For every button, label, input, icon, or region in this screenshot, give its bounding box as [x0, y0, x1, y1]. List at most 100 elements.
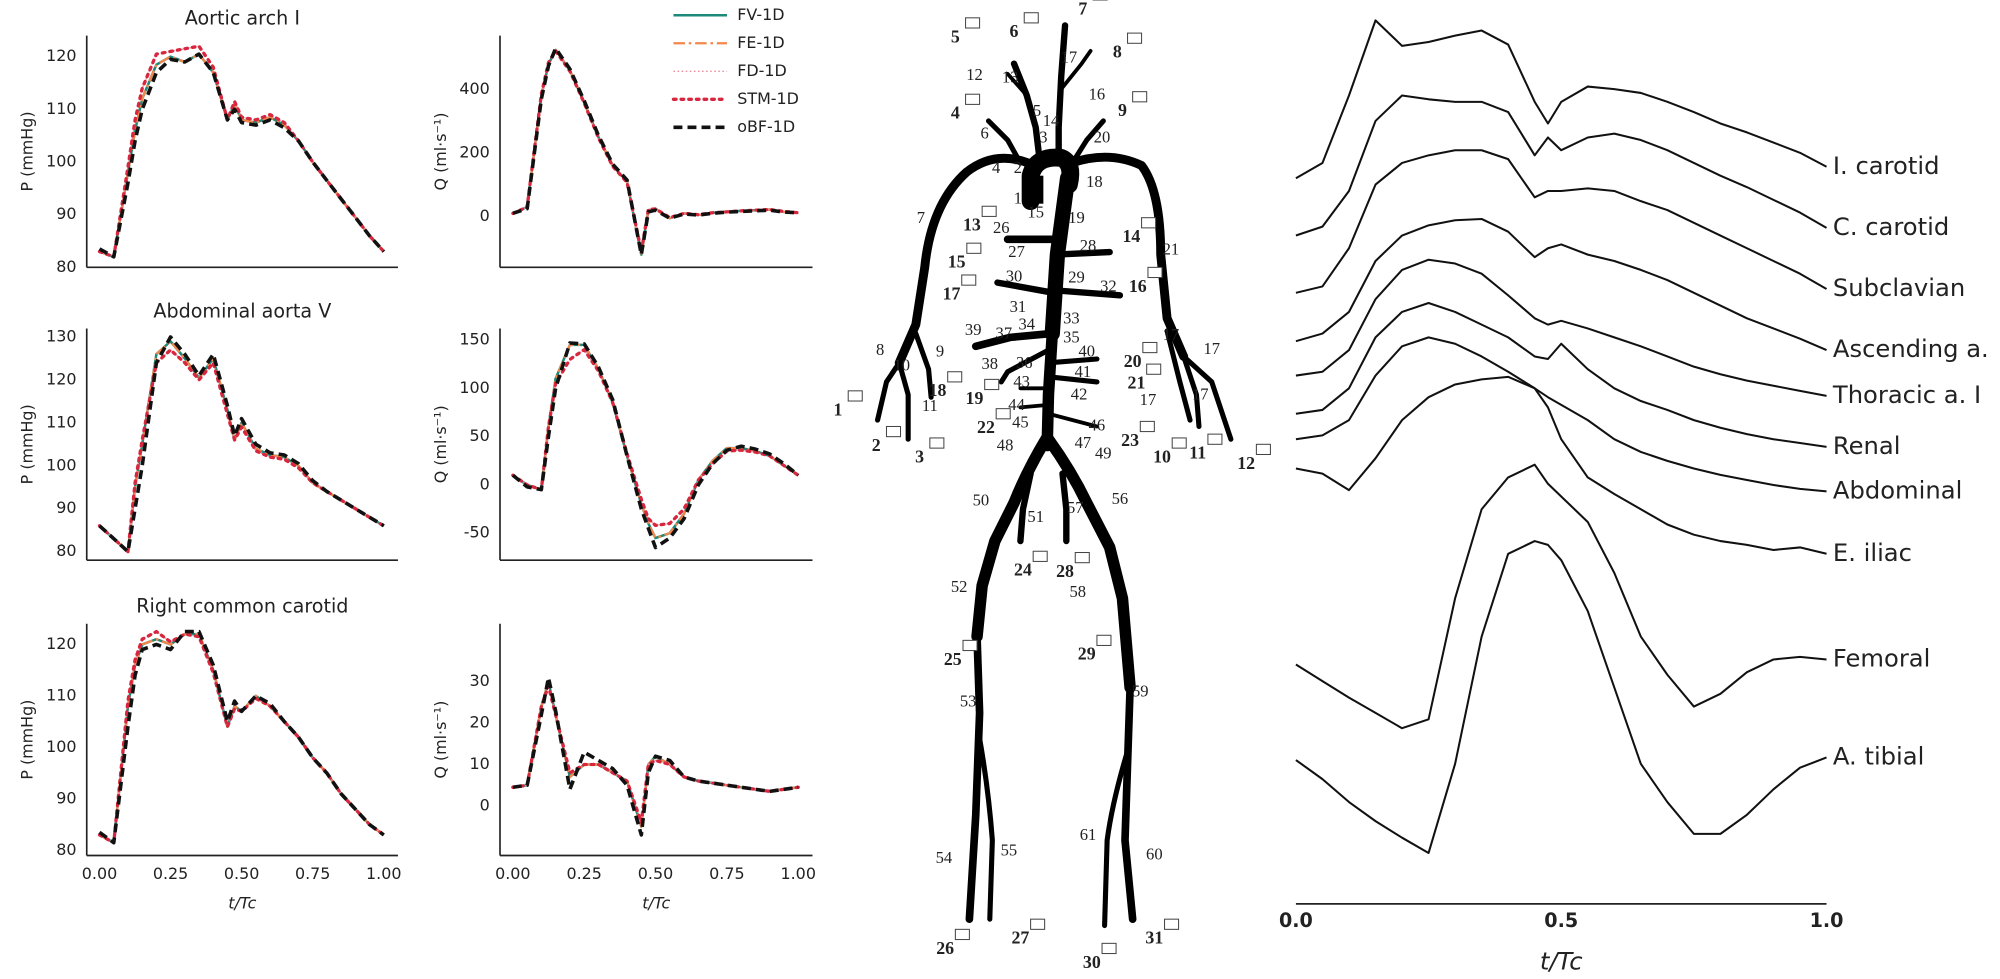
- vessel-number: 50: [973, 490, 990, 509]
- vertebral: [985, 118, 1106, 166]
- vessel-number: 37: [996, 324, 1013, 343]
- y-tick-label: 90: [56, 788, 76, 807]
- vessel-number: 8: [876, 340, 884, 359]
- vessel-number: 40: [1078, 341, 1095, 360]
- y-tick-label: 30: [470, 671, 490, 690]
- terminal-number: 13: [963, 215, 981, 235]
- series-line: [512, 685, 799, 824]
- series-label: Abdominal: [1833, 476, 1962, 504]
- right-leg: [1121, 683, 1137, 923]
- vessel-number: 36: [1016, 353, 1033, 372]
- series-line: [512, 48, 799, 256]
- vessel-number: 43: [1013, 372, 1030, 391]
- y-tick-label: 100: [46, 152, 76, 171]
- vessel-number: 59: [1132, 681, 1149, 700]
- vessel-number: 54: [936, 848, 953, 867]
- aortic-branches: [998, 347, 1100, 385]
- y-tick-label: 150: [459, 330, 489, 349]
- series-line: [97, 629, 386, 845]
- y-tick-label: 0: [480, 795, 490, 814]
- vessel-number: 17: [1192, 385, 1209, 404]
- chart: 0 10 20 30 0.00 0.25 0.50 0.75 1.00 Q (ml·s⁻¹) t/T…: [431, 623, 816, 912]
- vessel-number: 48: [997, 436, 1014, 455]
- vessel-number: 3: [1039, 128, 1047, 147]
- left-forearm: [875, 331, 934, 442]
- terminal-icon: [981, 205, 997, 217]
- terminal-icon: [847, 390, 863, 402]
- terminal-icon: [954, 928, 970, 941]
- vessel-number: 28: [1080, 236, 1097, 255]
- vessel-number: 17: [1163, 325, 1180, 344]
- x-tick-label: 1.00: [366, 864, 401, 883]
- vessel-number: 60: [1146, 844, 1163, 863]
- vessel-number: 52: [951, 577, 968, 596]
- aortic-root: [1022, 175, 1044, 204]
- vessel-number: 39: [965, 320, 982, 339]
- terminal-number: 8: [1113, 42, 1122, 62]
- terminal-number: 14: [1122, 226, 1140, 246]
- y-tick-label: 80: [56, 541, 76, 560]
- terminal-icon: [1032, 550, 1048, 562]
- legend-label: FD-1D: [737, 61, 787, 80]
- y-tick-label: 80: [56, 257, 76, 276]
- y-tick-label: 110: [46, 99, 76, 118]
- series-label: C. carotid: [1833, 213, 1949, 241]
- y-axis-label: Q (ml·s⁻¹): [431, 113, 450, 191]
- chart: 0 200 400 Q (ml·s⁻¹) FV-1D FE-1D FD-1D STM-1D oB…: [431, 5, 813, 269]
- y-tick-label: 400: [459, 79, 489, 98]
- x-tick-label: 1.00: [781, 864, 816, 883]
- series-line: [512, 46, 799, 257]
- vessel-number: 4: [992, 158, 1001, 177]
- vessel-number: 55: [1001, 840, 1018, 859]
- series-line: [99, 45, 385, 258]
- terminal-number: 19: [966, 388, 984, 408]
- terminal-number: 5: [951, 26, 960, 46]
- right-arm: [1066, 152, 1189, 361]
- series-line: [1295, 301, 1827, 448]
- legend-label: oBF-1D: [737, 117, 795, 136]
- series-line: [99, 52, 385, 259]
- right-iliac: [1042, 433, 1136, 694]
- series-line: [1295, 149, 1828, 294]
- terminal-icon: [1164, 918, 1180, 930]
- vessel-number: 56: [1112, 489, 1129, 508]
- series-label: Ascending a.: [1833, 335, 1989, 363]
- y-axis-label: P (mmHg): [18, 111, 37, 191]
- vessel-number: 42: [1071, 385, 1088, 404]
- vessel-number: 2: [1014, 158, 1022, 177]
- series-line: [512, 675, 799, 837]
- y-tick-label: 10: [470, 754, 490, 773]
- vessel-number: 34: [1019, 315, 1036, 334]
- aortic-branches: [1018, 386, 1099, 429]
- terminal-icon: [1074, 552, 1090, 564]
- x-tick-label: 0.50: [224, 864, 259, 883]
- x-tick-label: 0.25: [153, 864, 188, 883]
- vessel-number: 61: [1080, 825, 1097, 844]
- vessel-number: 45: [1012, 413, 1029, 432]
- y-tick-label: 100: [46, 455, 76, 474]
- terminal-number: 15: [948, 252, 966, 272]
- x-tick-label: 0.0: [1279, 909, 1313, 932]
- terminal-icon: [885, 425, 902, 438]
- vessel-number: 32: [1100, 277, 1117, 296]
- terminal-icon: [962, 639, 978, 652]
- terminal-number: 10: [1153, 446, 1171, 466]
- series-line: [99, 630, 385, 844]
- vessel-number: 18: [1086, 172, 1103, 191]
- series-line: [1295, 463, 1827, 730]
- chart: 80 90 100 110 120 130 Abdominal aorta V P (mmHg…: [18, 299, 398, 561]
- right-forearm: [1164, 328, 1234, 442]
- vessel-number: 13: [1002, 68, 1019, 87]
- y-tick-label: 80: [56, 840, 76, 859]
- terminal-number: 12: [1237, 453, 1255, 473]
- series-line: [512, 343, 799, 540]
- x-tick-label: 1.0: [1810, 909, 1844, 932]
- y-tick-label: 20: [470, 713, 490, 732]
- series-label: I. carotid: [1833, 152, 1940, 180]
- vessel-number: 30: [1006, 266, 1023, 285]
- y-axis-label: P (mmHg): [18, 700, 37, 780]
- chart: 80 90 100 110 120 Aortic arch I P (mmHg): [18, 7, 398, 276]
- vessel-number: 26: [993, 218, 1010, 237]
- vessel-number: 19: [1068, 208, 1085, 227]
- y-axis-label: P (mmHg): [18, 404, 37, 484]
